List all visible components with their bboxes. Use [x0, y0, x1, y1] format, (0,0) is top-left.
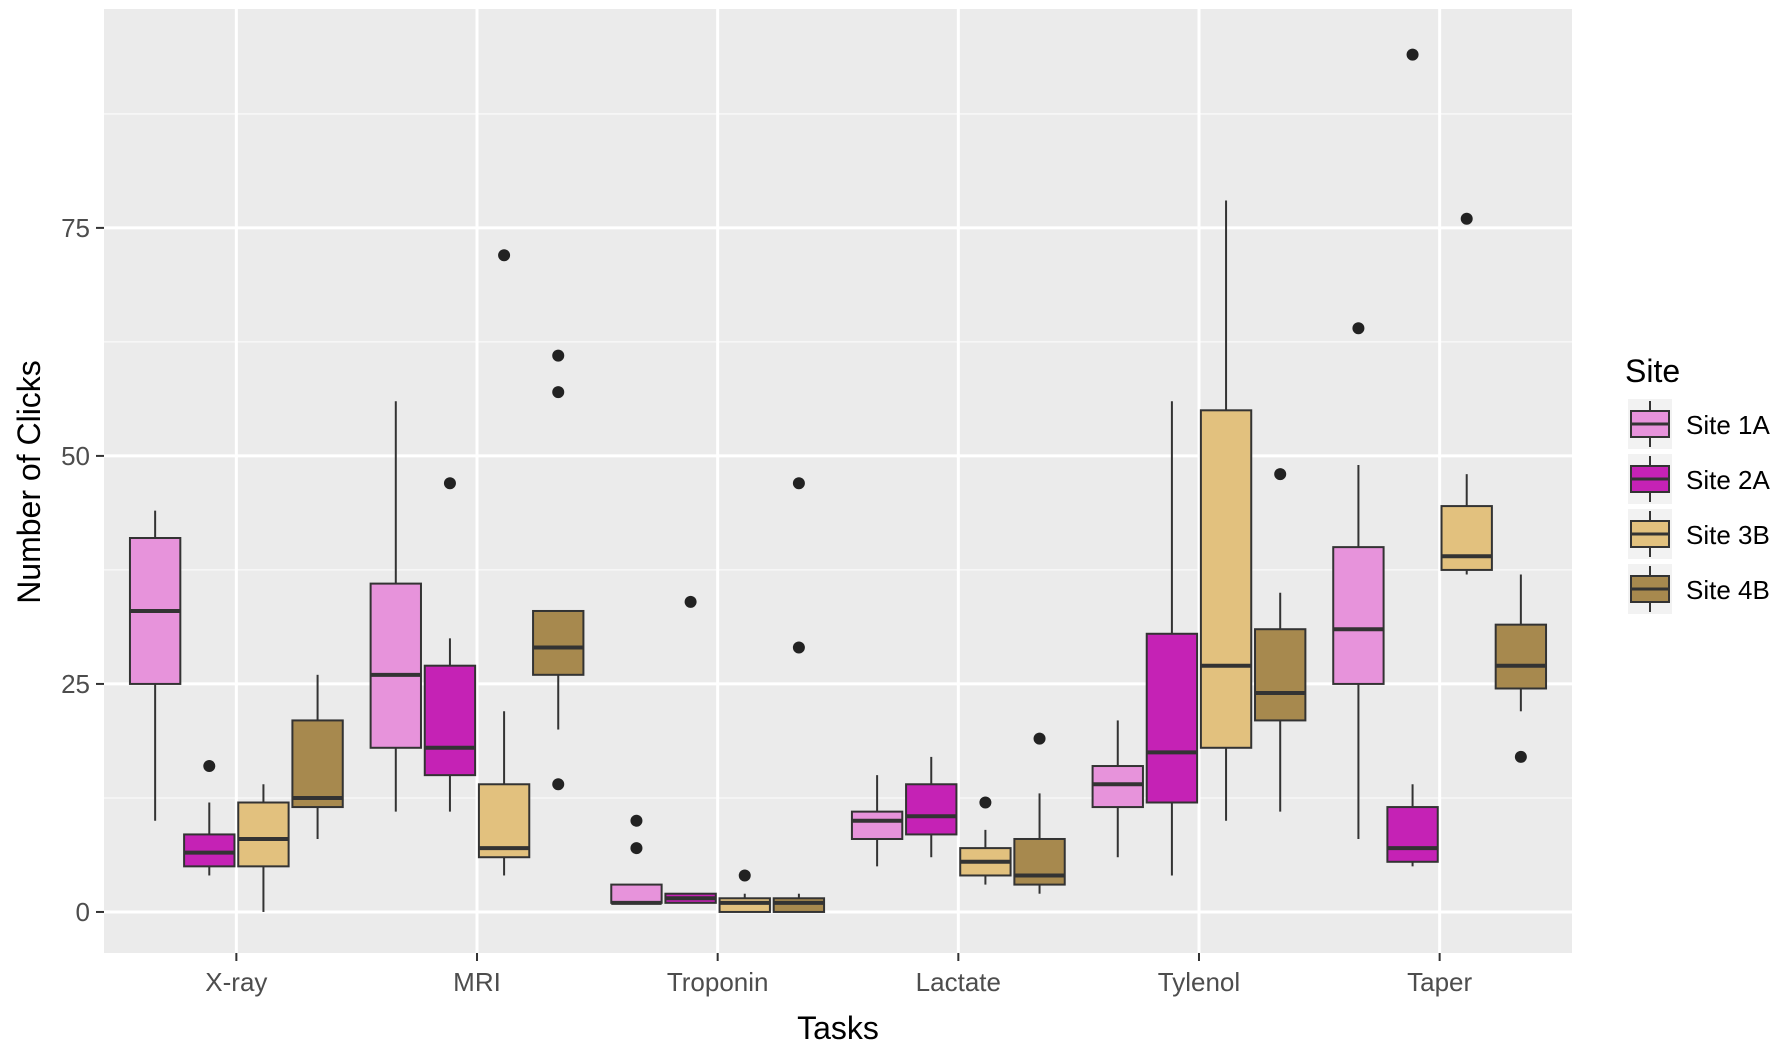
- outlier-point: [552, 349, 565, 362]
- x-tick-label: Troponin: [667, 967, 769, 997]
- box-iqr: [1199, 409, 1253, 749]
- box-tylenol: [1091, 720, 1144, 858]
- box-iqr: [718, 897, 771, 913]
- outlier-point: [630, 842, 643, 855]
- box-x-ray: [183, 760, 236, 876]
- legend-item: Site 4B: [1628, 564, 1770, 614]
- box-mri: [532, 349, 585, 791]
- box-taper: [1332, 322, 1385, 839]
- outlier-point: [1460, 212, 1473, 225]
- outlier-point: [498, 249, 511, 262]
- legend: Site Site 1A Site 2A Site 3B Site 4B: [1625, 353, 1770, 614]
- series-site-4b: [291, 349, 1548, 913]
- box-x-ray: [128, 510, 182, 821]
- minor-gridlines: [104, 113, 1572, 799]
- box-lactate: [1013, 732, 1066, 894]
- major-gridlines: [104, 9, 1572, 953]
- box-taper: [1440, 212, 1493, 575]
- box-tylenol: [1254, 468, 1307, 812]
- outlier-point: [1033, 732, 1046, 745]
- box-iqr: [423, 664, 477, 777]
- box-troponin: [664, 595, 717, 904]
- box-iqr: [772, 897, 826, 913]
- box-tylenol: [1145, 401, 1199, 876]
- x-tick-label: Tylenol: [1158, 967, 1240, 997]
- outlier-point: [738, 869, 751, 882]
- box-troponin: [610, 814, 663, 905]
- legend-items: Site 1A Site 2A Site 3B Site 4B: [1628, 399, 1770, 614]
- box-mri: [423, 477, 477, 812]
- box-iqr: [291, 719, 344, 809]
- box-taper: [1494, 574, 1548, 763]
- box-troponin: [718, 869, 771, 913]
- y-tick-label: 0: [76, 897, 90, 927]
- box-troponin: [772, 477, 826, 913]
- series-site-2a: [183, 48, 1439, 904]
- box-iqr: [905, 783, 958, 836]
- box-x-ray: [237, 784, 290, 912]
- box-iqr: [237, 801, 290, 868]
- x-tick-label: MRI: [453, 967, 501, 997]
- outlier-point: [203, 760, 216, 773]
- x-tick-label: Lactate: [916, 967, 1001, 997]
- box-tylenol: [1199, 200, 1253, 821]
- outlier-point: [684, 595, 697, 608]
- box-iqr: [1145, 632, 1199, 804]
- series-site-1a: [128, 322, 1385, 905]
- legend-label: Site 3B: [1686, 520, 1770, 550]
- box-iqr: [1254, 628, 1307, 722]
- box-x-ray: [291, 674, 344, 839]
- outlier-point: [792, 641, 805, 654]
- y-tick-label: 50: [61, 441, 90, 471]
- box-lactate: [850, 775, 904, 867]
- outlier-point: [792, 477, 805, 490]
- box-lactate: [959, 796, 1012, 885]
- box-iqr: [850, 810, 904, 840]
- legend-label: Site 2A: [1686, 465, 1770, 495]
- x-axis-ticks: X-ray MRI Troponin Lactate Tylenol Taper: [205, 953, 1472, 997]
- box-iqr: [1091, 765, 1144, 809]
- x-tick-label: X-ray: [205, 967, 267, 997]
- box-iqr: [477, 783, 531, 859]
- outlier-point: [630, 814, 643, 827]
- box-mri: [477, 249, 531, 876]
- box-mri: [369, 401, 422, 812]
- box-iqr: [1332, 546, 1385, 685]
- legend-label: Site 4B: [1686, 575, 1770, 605]
- legend-label: Site 1A: [1686, 410, 1770, 440]
- box-taper: [1386, 48, 1439, 867]
- legend-item: Site 3B: [1628, 509, 1770, 559]
- box-iqr: [1386, 806, 1439, 863]
- outlier-point: [1274, 468, 1287, 481]
- outlier-point: [1406, 48, 1419, 61]
- series-site-3b: [237, 200, 1493, 913]
- outlier-point: [1514, 750, 1527, 763]
- legend-item: Site 1A: [1628, 399, 1770, 449]
- outlier-point: [552, 386, 565, 399]
- box-iqr: [1494, 623, 1548, 690]
- box-iqr: [532, 609, 585, 676]
- legend-title: Site: [1625, 353, 1680, 389]
- x-axis-title: Tasks: [797, 1010, 879, 1043]
- y-tick-label: 25: [61, 669, 90, 699]
- box-iqr: [1013, 837, 1066, 886]
- outlier-point: [1352, 322, 1365, 335]
- outlier-point: [552, 778, 565, 791]
- box-series: [128, 48, 1548, 913]
- outlier-point: [979, 796, 992, 809]
- box-iqr: [183, 833, 236, 868]
- box-iqr: [1440, 505, 1493, 571]
- box-iqr: [610, 883, 663, 904]
- y-axis-title: Number of Clicks: [11, 360, 47, 604]
- box-lactate: [905, 756, 958, 858]
- box-iqr: [369, 582, 422, 749]
- panel-background: [104, 9, 1572, 953]
- outlier-point: [443, 477, 456, 490]
- y-tick-label: 75: [61, 213, 90, 243]
- x-tick-label: Taper: [1407, 967, 1472, 997]
- legend-item: Site 2A: [1628, 454, 1770, 504]
- y-axis-ticks: 0 25 50 75: [61, 213, 104, 927]
